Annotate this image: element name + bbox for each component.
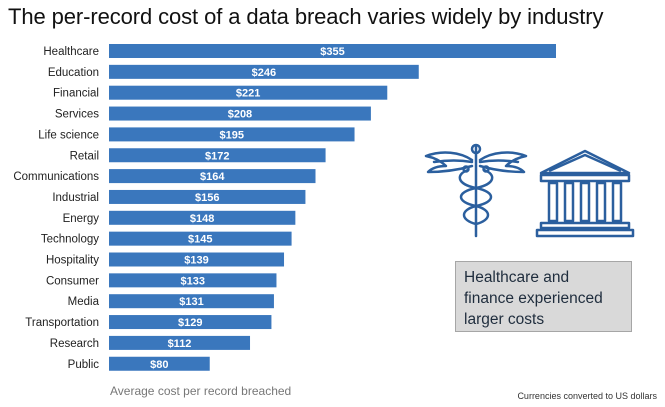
bar-industrial xyxy=(109,189,306,204)
bar-media xyxy=(109,294,274,309)
category-label-research: Research xyxy=(50,338,99,350)
value-label-financial: $221 xyxy=(236,88,260,100)
category-label-energy: Energy xyxy=(63,213,100,225)
footnote: Currencies converted to US dollars xyxy=(517,391,657,401)
category-label-services: Services xyxy=(55,109,99,121)
category-label-life-science: Life science xyxy=(38,129,99,141)
category-label-hospitality: Hospitality xyxy=(46,255,99,267)
value-label-services: $208 xyxy=(228,109,252,121)
category-label-consumer: Consumer xyxy=(46,275,99,287)
bar-services xyxy=(109,106,371,121)
value-label-healthcare: $355 xyxy=(320,46,344,58)
value-label-hospitality: $139 xyxy=(184,255,208,267)
x-axis-label: Average cost per record breached xyxy=(110,384,292,398)
value-label-research: $112 xyxy=(168,338,192,350)
category-label-healthcare: Healthcare xyxy=(43,46,99,58)
category-label-media: Media xyxy=(68,296,100,308)
value-label-media: $131 xyxy=(179,296,203,308)
bar-communications xyxy=(109,169,316,184)
category-label-public: Public xyxy=(68,359,100,371)
value-label-public: $80 xyxy=(150,359,168,371)
bar-technology xyxy=(109,231,292,246)
category-label-financial: Financial xyxy=(53,88,99,100)
bank-building-icon xyxy=(535,149,635,238)
bar-life-science xyxy=(109,127,355,142)
value-label-industrial: $156 xyxy=(195,192,219,204)
category-label-transportation: Transportation xyxy=(25,317,99,329)
caduceus-icon xyxy=(424,143,528,238)
bar-education xyxy=(109,64,419,79)
category-label-education: Education xyxy=(48,67,99,79)
bar-research xyxy=(109,335,251,350)
value-label-energy: $148 xyxy=(190,213,214,225)
bar-healthcare xyxy=(109,44,556,58)
bar-consumer xyxy=(109,273,277,288)
value-label-consumer: $133 xyxy=(180,275,204,287)
value-label-transportation: $129 xyxy=(178,317,202,329)
bar-hospitality xyxy=(109,252,285,267)
bar-retail xyxy=(109,148,326,163)
value-label-communications: $164 xyxy=(200,171,225,183)
bar-financial xyxy=(109,85,388,100)
category-label-technology: Technology xyxy=(41,234,99,246)
value-label-life-science: $195 xyxy=(220,129,244,141)
category-label-industrial: Industrial xyxy=(52,192,99,204)
bar-energy xyxy=(109,210,296,225)
category-label-retail: Retail xyxy=(70,150,99,162)
bar-transportation xyxy=(109,315,272,330)
callout-line-1: Healthcare and xyxy=(464,269,570,286)
callout-line-2: finance experienced xyxy=(464,290,603,307)
chart-title: The per-record cost of a data breach var… xyxy=(8,4,604,29)
value-label-education: $246 xyxy=(252,67,276,79)
callout-line-3: larger costs xyxy=(464,311,545,328)
callout-box: Healthcare and finance experienced large… xyxy=(455,261,632,332)
bar-public xyxy=(109,356,210,371)
value-label-retail: $172 xyxy=(205,150,229,162)
value-label-technology: $145 xyxy=(188,234,212,246)
category-label-communications: Communications xyxy=(13,171,99,183)
